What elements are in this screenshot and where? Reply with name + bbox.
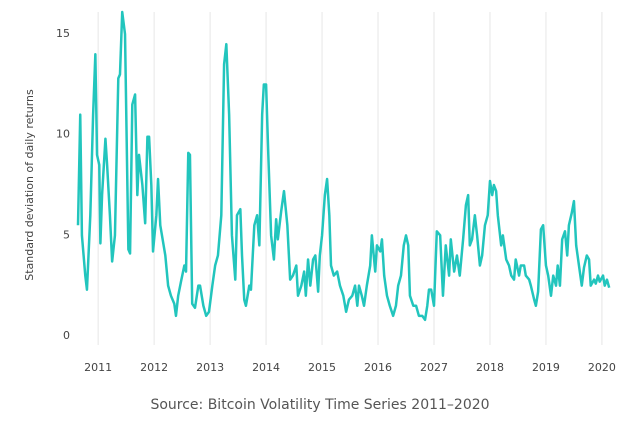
- y-tick-label: 15: [56, 27, 70, 40]
- y-axis-label: Standard deviation of daily returns: [23, 89, 36, 281]
- x-tick-label: 2019: [532, 361, 560, 374]
- x-tick-label: 2020: [588, 361, 616, 374]
- y-tick-label: 0: [63, 329, 70, 342]
- x-tick-label: 2014: [252, 361, 280, 374]
- line: [76, 10, 611, 322]
- y-tick-label: 10: [56, 128, 70, 141]
- x-tick-label: 2011: [84, 361, 112, 374]
- x-tick-label: 2013: [196, 361, 224, 374]
- x-tick-label: 2012: [140, 361, 168, 374]
- x-tick-label: 2016: [364, 361, 392, 374]
- x-tick-label: 2018: [476, 361, 504, 374]
- caption: Source: Bitcoin Volatility Time Series 2…: [150, 397, 489, 413]
- x-tick-label: 2015: [308, 361, 336, 374]
- y-tick-label: 5: [63, 228, 70, 241]
- x-tick-label: 2027: [420, 361, 448, 374]
